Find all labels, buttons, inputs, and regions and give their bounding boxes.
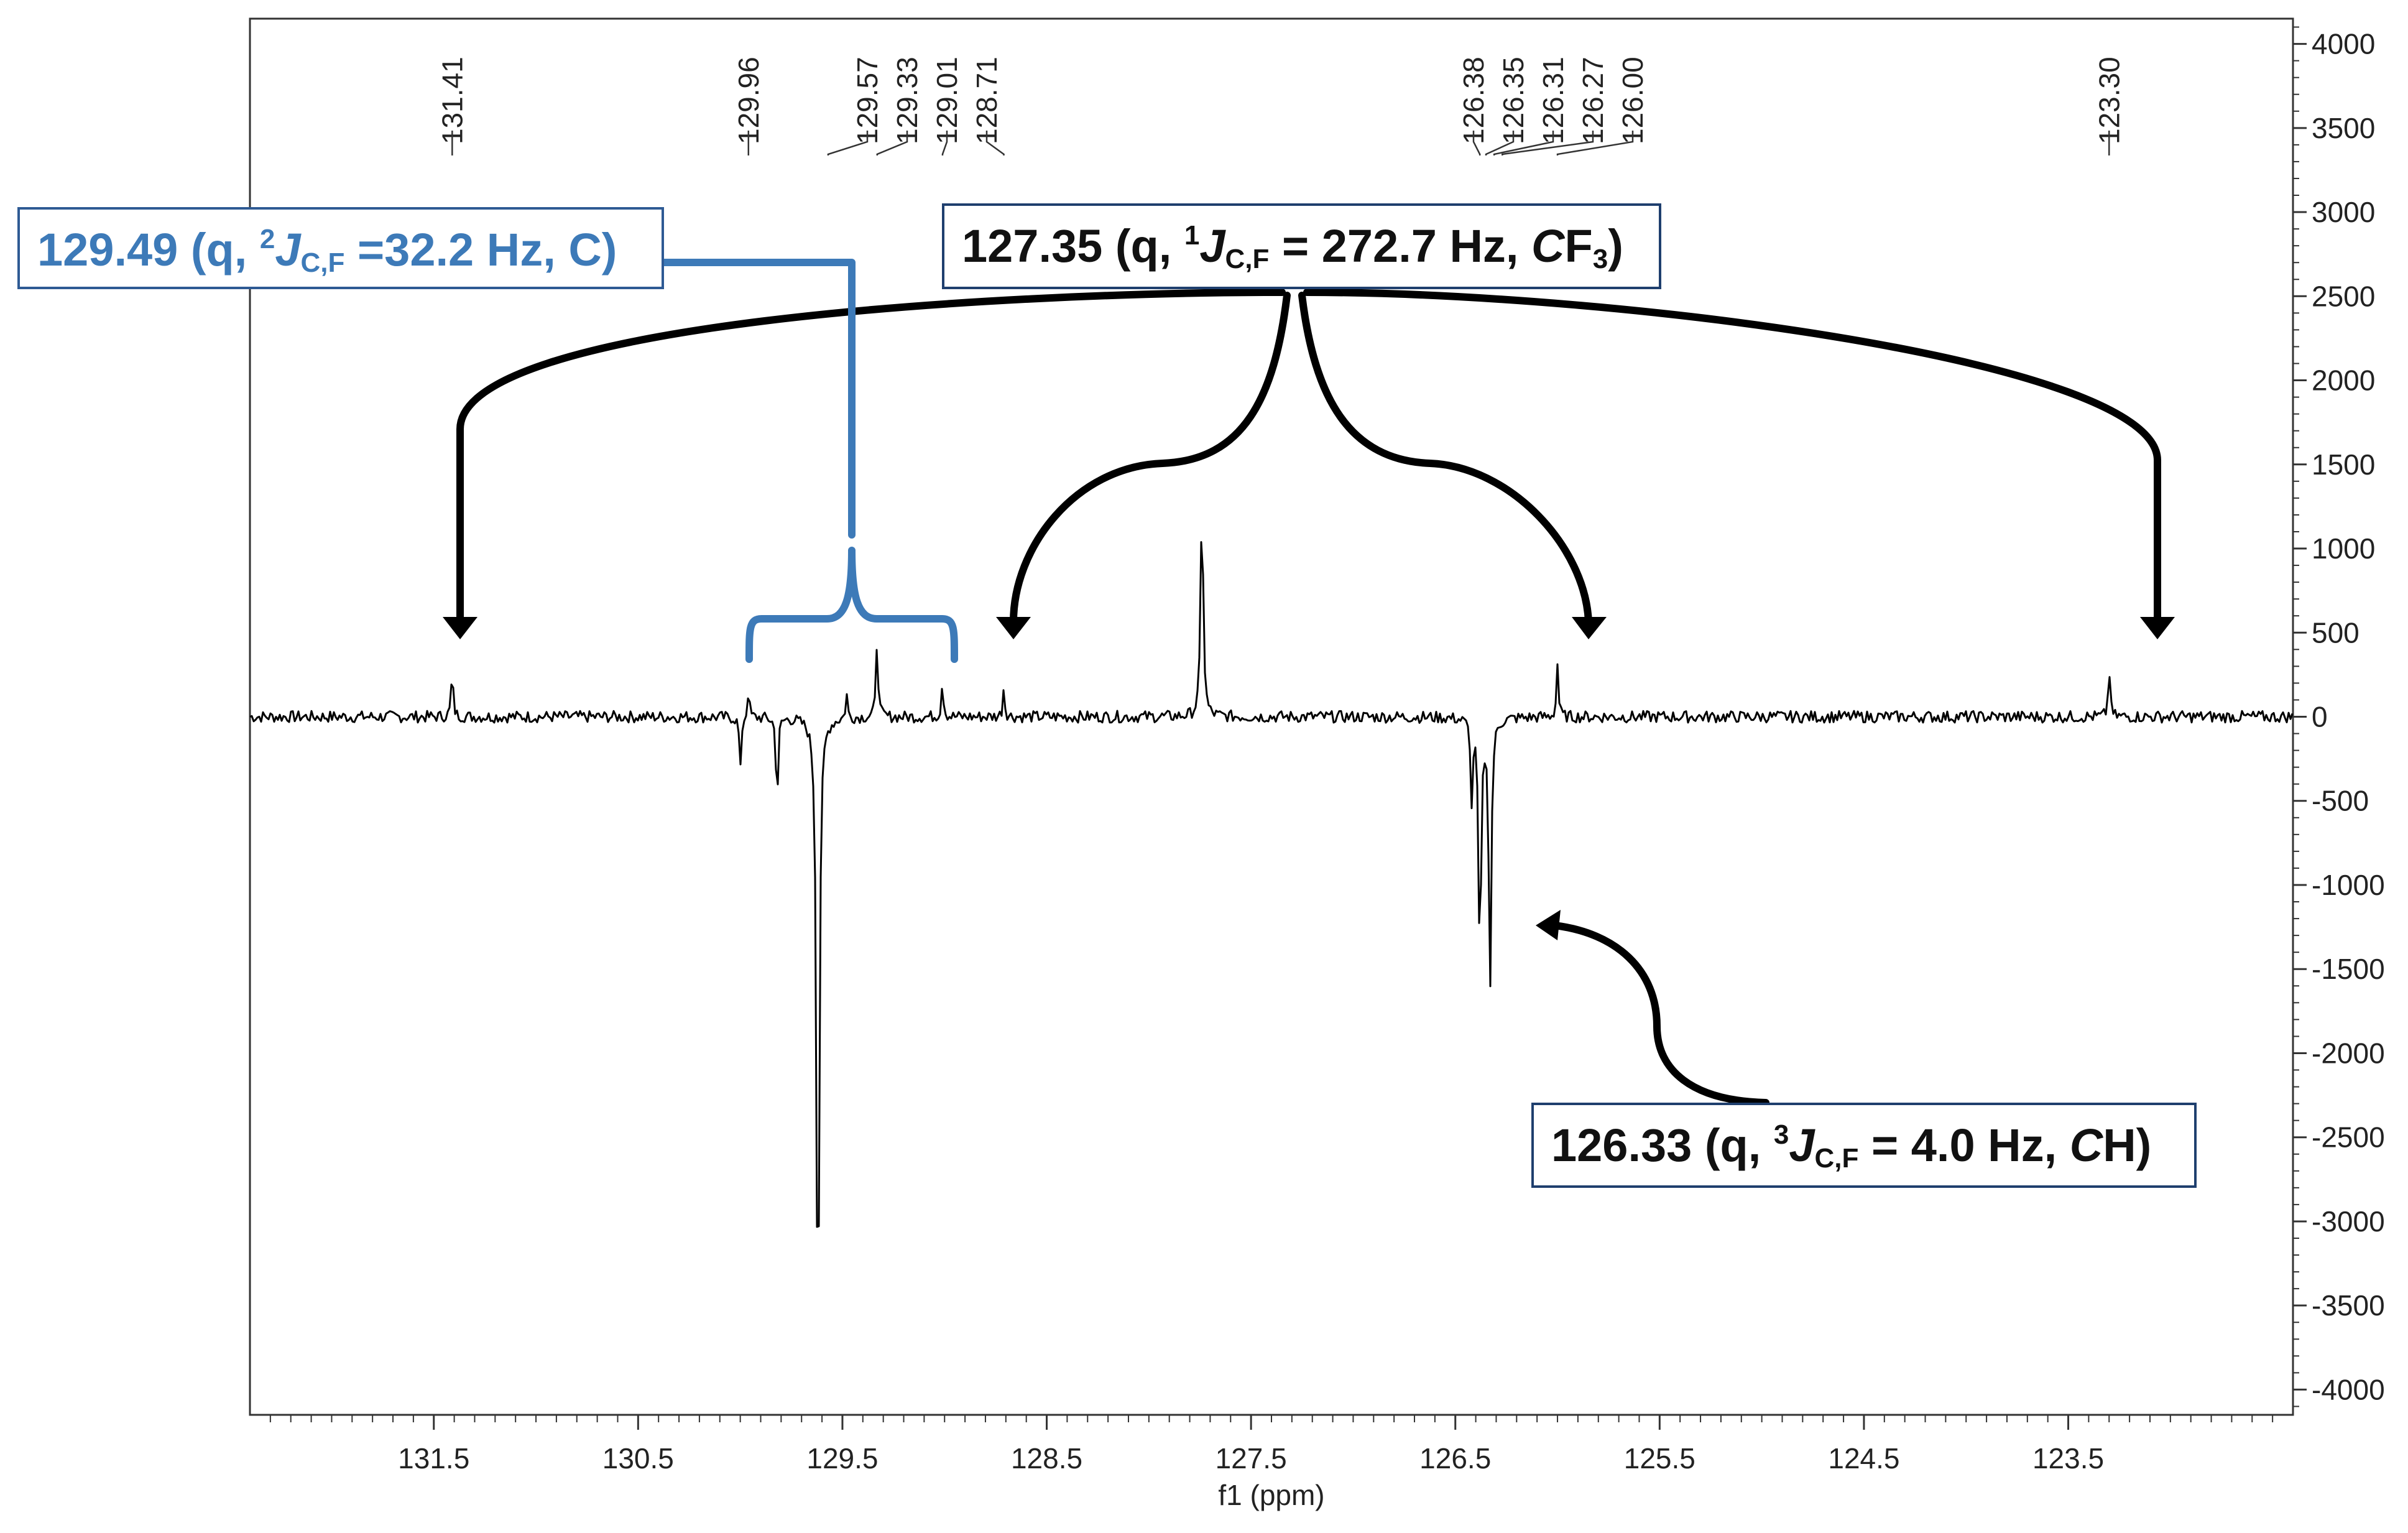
peak-label: 131.41 [436, 57, 468, 144]
y-tick-label: 2000 [2312, 364, 2375, 397]
arrow-to-126-00 [1298, 292, 1592, 626]
ch-sub: C,F [1814, 1143, 1859, 1174]
cf3-coupling-arrows [456, 289, 2161, 1106]
annotation-c2-quaternary: 129.49 (q, 2JC,F =32.2 Hz, C) [17, 207, 664, 289]
y-tick-label: -1500 [2312, 953, 2385, 985]
c2-sub: C,F [300, 248, 345, 278]
peak-label-connector [941, 131, 948, 155]
y-tick-label: -3000 [2312, 1205, 2385, 1238]
y-tick-label: 500 [2312, 616, 2360, 649]
x-tick-label: 129.5 [806, 1442, 878, 1475]
ch-rest: = 4.0 Hz, [1858, 1119, 2070, 1171]
peak-label: 129.33 [891, 57, 923, 144]
peak-label-connector [1556, 131, 1634, 155]
cf3-atom: C [1531, 220, 1565, 272]
x-tick-label: 124.5 [1828, 1442, 1899, 1475]
ch-close: H) [2103, 1119, 2152, 1171]
c2-bracket [627, 259, 958, 663]
c2-sup: 2 [259, 224, 275, 254]
peak-label: 129.01 [931, 57, 963, 144]
arrow-heads [443, 617, 2175, 940]
peak-label: 123.30 [2093, 57, 2125, 144]
y-tick-label: 2500 [2312, 280, 2375, 312]
arrow-to-126-33 [1551, 922, 1769, 1106]
peak-label-connector [1472, 131, 1481, 155]
c2-bracket-shape [745, 547, 958, 663]
peak-label: 129.96 [732, 57, 765, 144]
x-axis: 131.5 130.5 129.5 128.5 127.5 126.5 125.5 124.5… [269, 1415, 2274, 1475]
y-axis: 4000 3500 3000 2500 2000 1500 1000 500 0 -500 -100… [2293, 26, 2385, 1407]
arrowhead-126-00 [1572, 617, 1607, 639]
peak-label-connector [1485, 131, 1515, 155]
peak-label: 128.71 [971, 57, 1003, 144]
ch-atom: C [2069, 1119, 2103, 1171]
x-tick-label: 127.5 [1216, 1442, 1287, 1475]
y-tick-label: -500 [2312, 785, 2369, 817]
cf3-close: ) [1608, 220, 1623, 272]
c2-open: (q, [190, 224, 260, 276]
ch-open: (q, [1692, 1119, 1774, 1171]
y-tick-label: 1000 [2312, 532, 2375, 565]
y-tick-label: 3500 [2312, 112, 2375, 144]
c2-shift: 129.49 [37, 224, 178, 276]
y-tick-label: -2500 [2312, 1121, 2385, 1154]
y-tick-label: 4000 [2312, 28, 2375, 60]
cf3-shift: 127.35 [962, 220, 1103, 272]
y-tick-label: -1000 [2312, 869, 2385, 901]
y-tick-label: 0 [2312, 701, 2328, 733]
peak-label-connector [876, 131, 908, 155]
arrowhead-128-71 [996, 617, 1031, 639]
cf3-f: F [1564, 220, 1593, 272]
arrowhead-131-41 [443, 617, 477, 639]
y-tick-label: -4000 [2312, 1373, 2385, 1406]
peak-label-connector [1493, 131, 1554, 155]
y-tick-label: -2000 [2312, 1037, 2385, 1069]
peak-label: 126.31 [1537, 57, 1569, 144]
peak-label: 126.27 [1577, 57, 1609, 144]
peak-label-connector [1502, 131, 1594, 155]
arrowhead-126-33 [1536, 910, 1561, 940]
arrow-to-131-41 [456, 289, 1286, 626]
peak-label-connector [827, 131, 869, 155]
c2-connector-line [627, 259, 856, 539]
c2-j: J [275, 224, 301, 276]
annotation-ch: 126.33 (q, 3JC,F = 4.0 Hz, CH) [1531, 1103, 2197, 1188]
x-tick-label: 130.5 [602, 1442, 674, 1475]
x-tick-label: 123.5 [2032, 1442, 2104, 1475]
x-tick-label: 125.5 [1624, 1442, 1695, 1475]
ch-shift: 126.33 [1551, 1119, 1692, 1171]
arrow-to-123-30 [1303, 289, 2161, 626]
ch-j: J [1789, 1119, 1815, 1171]
peak-label-group: 131.41 129.96 129.57 129.33 129.01 128.71 126.… [436, 57, 2125, 155]
cf3-rest: = 272.7 Hz, [1269, 220, 1532, 272]
peak-label: 129.57 [851, 57, 883, 144]
c2-rest: =32.2 Hz, C) [344, 224, 617, 276]
y-tick-label: 1500 [2312, 448, 2375, 481]
peak-label-connector [985, 131, 1005, 155]
cf3-j: J [1199, 220, 1225, 272]
cf3-sub: C,F [1225, 244, 1270, 274]
y-tick-label: 3000 [2312, 196, 2375, 228]
x-tick-label: 128.5 [1011, 1442, 1082, 1475]
peak-label: 126.00 [1617, 57, 1649, 144]
annotation-cf3: 127.35 (q, 1JC,F = 272.7 Hz, CF3) [942, 203, 1661, 289]
peak-label: 126.38 [1457, 57, 1490, 144]
x-tick-label: 126.5 [1419, 1442, 1491, 1475]
y-tick-label: -3500 [2312, 1289, 2385, 1322]
spectrum-trace [249, 541, 2294, 1228]
ch-sup: 3 [1773, 1119, 1789, 1150]
cf3-sub2: 3 [1592, 244, 1608, 274]
arrow-to-128-71 [1010, 292, 1291, 626]
cf3-open: (q, [1102, 220, 1184, 272]
x-tick-label: 131.5 [398, 1442, 469, 1475]
cf3-sup: 1 [1184, 220, 1200, 251]
arrowhead-123-30 [2140, 617, 2175, 639]
peak-label: 126.35 [1497, 57, 1529, 144]
x-axis-label: f1 (ppm) [1218, 1479, 1324, 1511]
